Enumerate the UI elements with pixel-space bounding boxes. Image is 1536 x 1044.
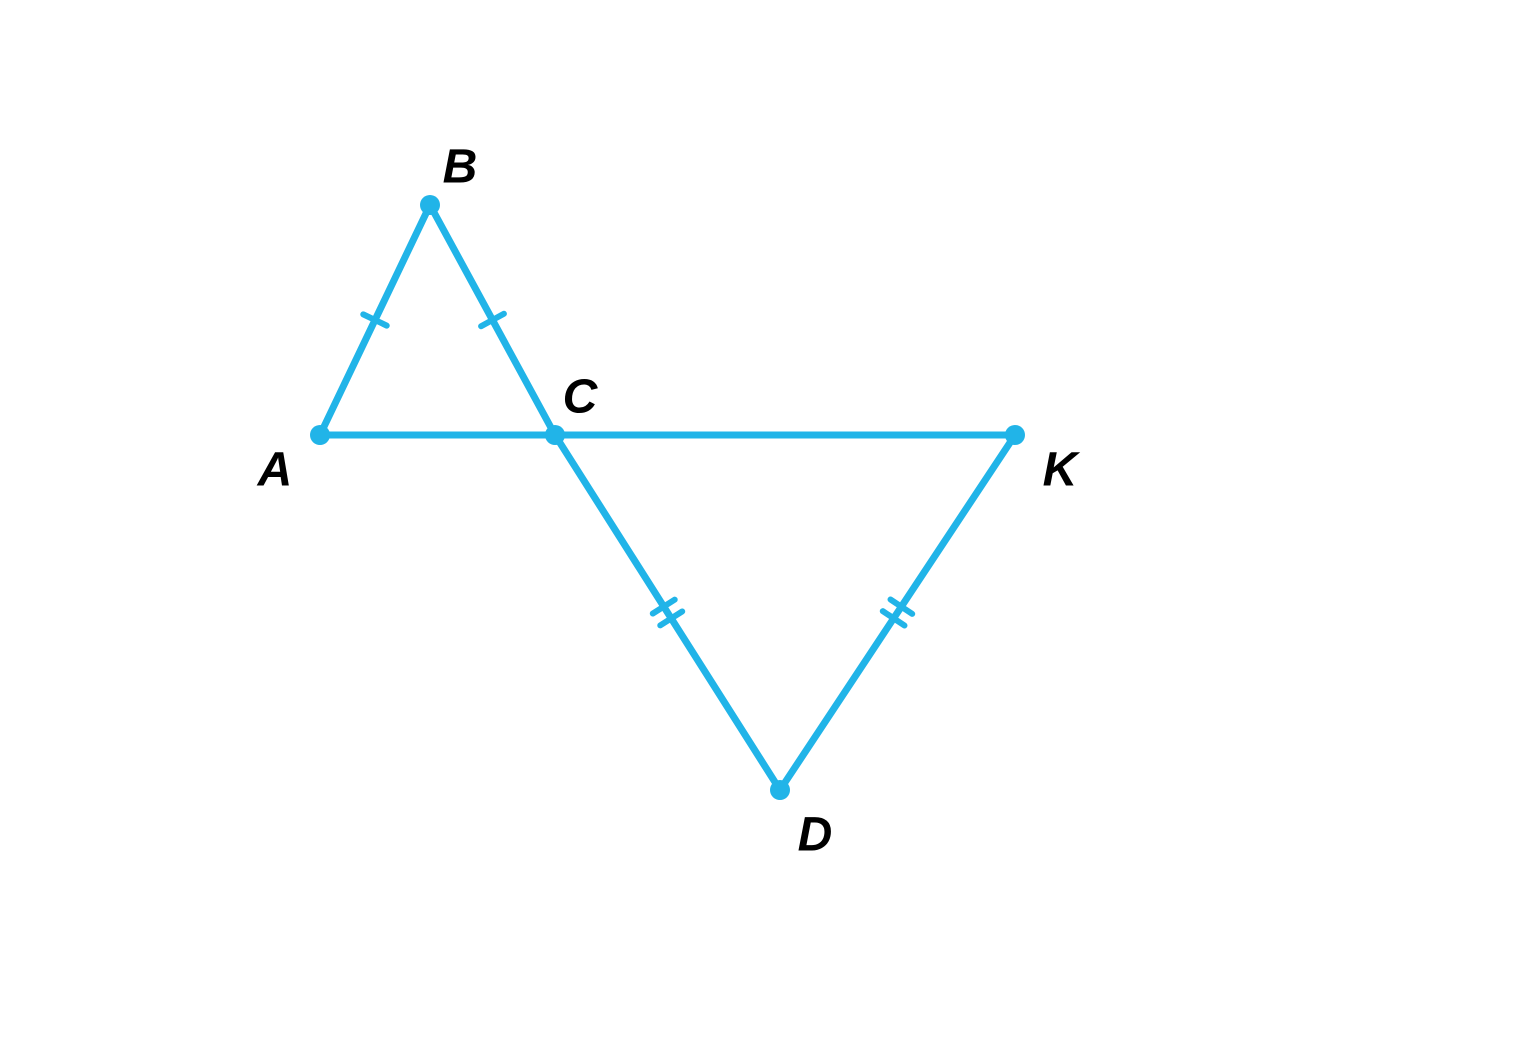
geometry-diagram: A B C D K — [0, 0, 1536, 1044]
point-C — [545, 425, 565, 445]
label-D: D — [798, 808, 833, 863]
label-C: C — [563, 370, 598, 425]
diagram-svg — [0, 0, 1536, 1044]
point-B — [420, 195, 440, 215]
segment-CD — [555, 435, 780, 790]
label-K: K — [1043, 443, 1078, 498]
point-D — [770, 780, 790, 800]
point-K — [1005, 425, 1025, 445]
segment-DK — [780, 435, 1015, 790]
label-A: A — [258, 443, 293, 498]
label-B: B — [443, 140, 478, 195]
point-A — [310, 425, 330, 445]
